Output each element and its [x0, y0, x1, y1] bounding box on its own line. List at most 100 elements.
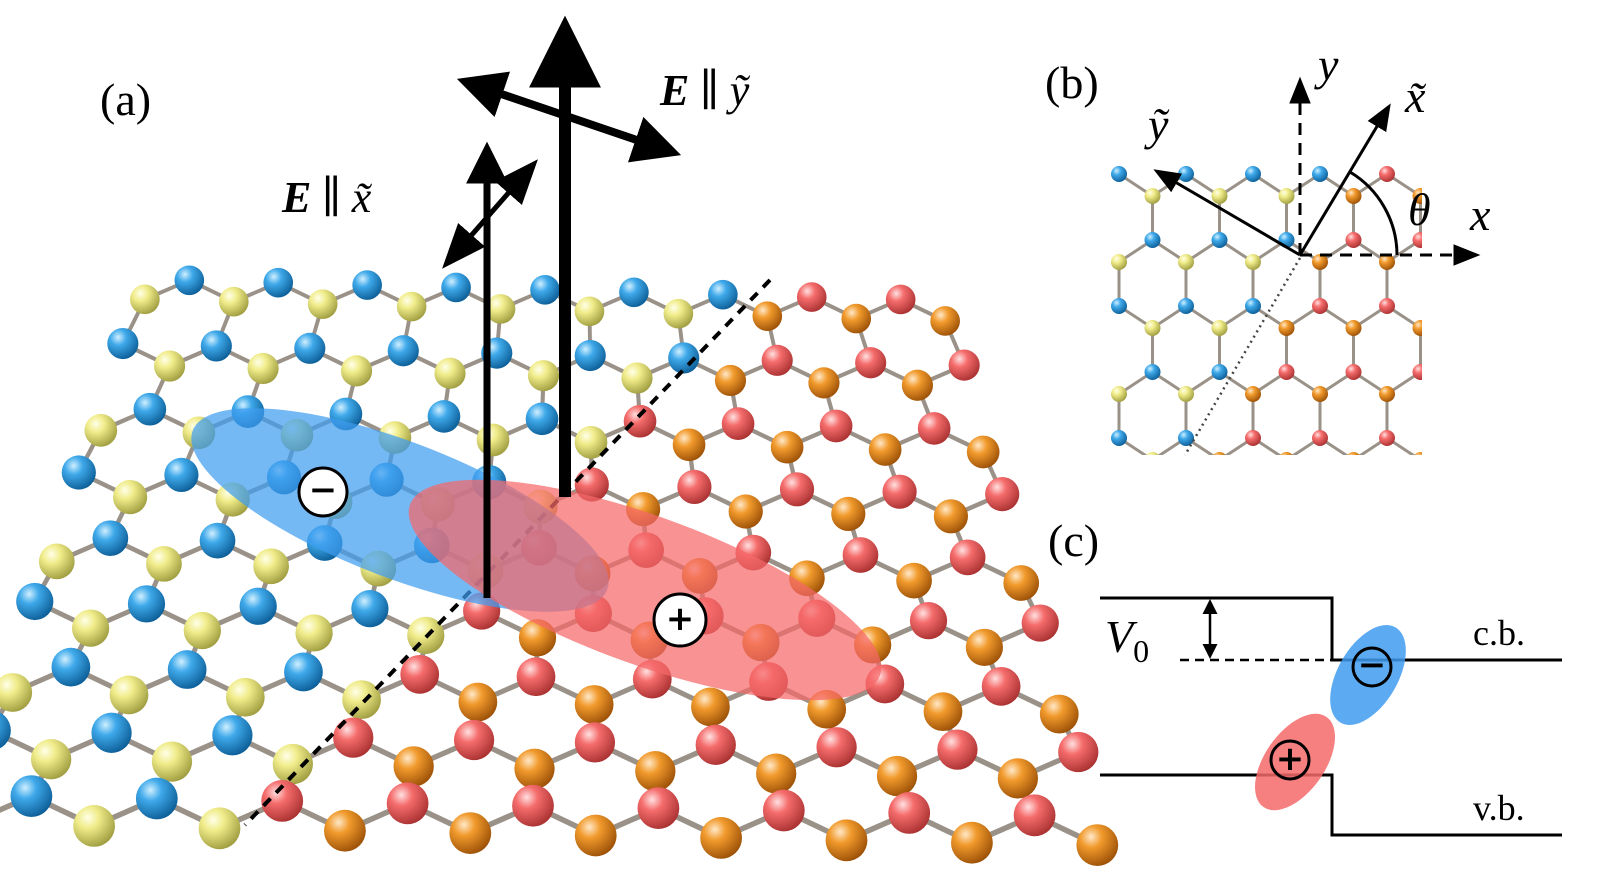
atom [933, 499, 969, 534]
atom [1211, 364, 1228, 380]
atom [342, 680, 381, 720]
atom [1146, 452, 1159, 455]
bonds [1118, 172, 1422, 240]
atom [61, 455, 96, 490]
polarization-y [456, 71, 682, 163]
atom [261, 780, 304, 822]
lattice-b [1111, 166, 1422, 455]
field-axis: x̃ [351, 173, 373, 222]
atom [1144, 320, 1161, 336]
atom [909, 602, 948, 640]
atom [218, 286, 249, 317]
atom [888, 792, 931, 834]
atom [831, 496, 866, 531]
atom [1245, 386, 1261, 402]
atom [997, 758, 1038, 799]
atom [1379, 298, 1395, 314]
atom [896, 562, 932, 599]
atom [981, 666, 1021, 706]
atom [1213, 452, 1226, 455]
atom [294, 332, 326, 364]
atom [174, 265, 205, 296]
atom [133, 392, 167, 426]
atom [31, 739, 72, 780]
atom [672, 428, 706, 462]
atom [485, 294, 516, 324]
atom [842, 537, 879, 573]
atom [1211, 320, 1228, 336]
atom [756, 753, 797, 794]
atom [1111, 386, 1127, 402]
axis-label: y [1314, 39, 1339, 90]
atom [816, 727, 857, 768]
atom [167, 650, 207, 689]
atom [1412, 188, 1422, 204]
atom [146, 545, 182, 582]
atom [91, 712, 132, 753]
angle-label: θ [1408, 184, 1431, 235]
atom [1111, 254, 1127, 270]
hole-cloud [1255, 713, 1335, 811]
atom [691, 687, 730, 727]
atom [1245, 254, 1261, 270]
atom [38, 543, 75, 580]
atom [1178, 254, 1194, 270]
atom [212, 715, 253, 756]
atom [1144, 188, 1161, 204]
atom [901, 369, 933, 401]
atom [109, 675, 149, 715]
atom [637, 787, 680, 829]
bonds [1118, 436, 1416, 455]
atom [16, 582, 54, 621]
atom [51, 647, 91, 687]
field-symbol: E [281, 173, 311, 222]
atom [1412, 320, 1422, 336]
atom [635, 751, 676, 792]
atom [1312, 166, 1328, 182]
atom [0, 712, 11, 749]
atom [352, 270, 382, 300]
atom [1312, 298, 1328, 314]
atom [525, 402, 559, 436]
atom [351, 590, 389, 628]
offset-symbol: V [1105, 611, 1138, 662]
atom [127, 585, 166, 623]
atom [1345, 232, 1362, 248]
hole-sign: + [1276, 739, 1305, 779]
atom [449, 812, 492, 854]
atom [885, 284, 916, 315]
field-label: E ∥ x̃ [281, 173, 373, 222]
atom [721, 407, 755, 440]
atom [855, 347, 887, 379]
atom [1312, 386, 1328, 402]
atom [340, 355, 373, 387]
atom [527, 360, 560, 392]
sign-circle [1269, 739, 1311, 781]
atom [728, 494, 763, 529]
atom [819, 409, 853, 443]
hole-sign: + [666, 599, 695, 639]
sign-circle [297, 466, 349, 518]
atom [1312, 430, 1328, 446]
atom [1211, 188, 1228, 204]
atom [476, 423, 510, 457]
band-label: v.b. [1473, 788, 1525, 828]
atom [841, 303, 872, 334]
atom [154, 350, 186, 382]
atom [1245, 166, 1261, 182]
atom [135, 777, 178, 820]
axis-label: ỹ [1144, 99, 1170, 150]
atom [663, 298, 694, 329]
atom [530, 275, 560, 305]
polarization-x [442, 159, 538, 269]
atom [387, 335, 419, 367]
atom [1039, 694, 1079, 734]
atom [434, 357, 466, 389]
atom [574, 296, 605, 327]
atom [295, 614, 333, 652]
atom [574, 426, 608, 459]
atom [948, 349, 980, 381]
atom [307, 289, 338, 319]
field-axis: ỹ [726, 66, 751, 115]
